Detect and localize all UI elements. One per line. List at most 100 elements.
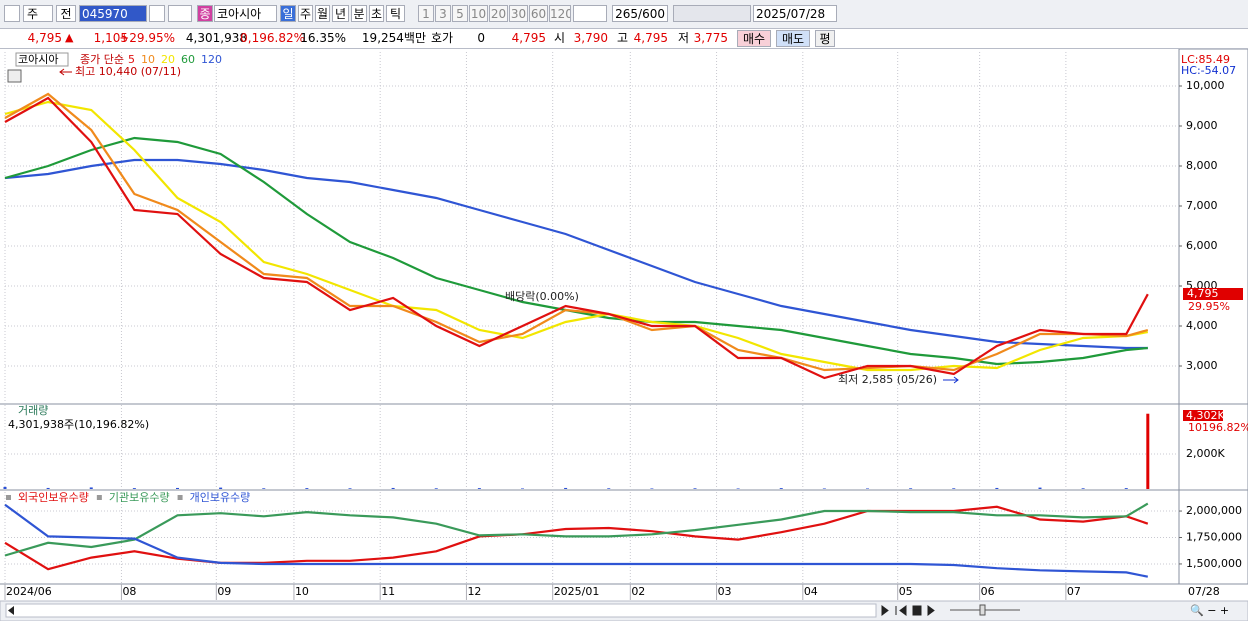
x-tick-label: 2025/01: [554, 585, 600, 598]
volume-bar: [779, 488, 783, 489]
order-button[interactable]: 매도: [776, 30, 810, 47]
y-tick-label: 2,000,000: [1186, 504, 1242, 517]
toolbar-icon[interactable]: [4, 5, 20, 22]
quote-low-label: 저: [678, 31, 690, 45]
zoom-handle[interactable]: [979, 604, 986, 616]
interval-button[interactable]: 60: [529, 5, 548, 22]
tool-icons[interactable]: [673, 5, 751, 22]
legend-item: 20: [161, 53, 175, 66]
volume-bar: [46, 487, 50, 489]
volume-bar: [909, 488, 913, 489]
interval-button[interactable]: 10: [469, 5, 488, 22]
interval-button[interactable]: 3: [435, 5, 451, 22]
legend-item: 개인보유수량: [190, 491, 251, 504]
volume-bar: [1146, 413, 1150, 489]
x-tick-label: 02: [631, 585, 645, 598]
x-tick-label: 04: [804, 585, 818, 598]
hc-label: HC:-54.07: [1181, 64, 1236, 77]
chart-title: 코아시아: [18, 53, 58, 66]
volume-bar: [477, 488, 481, 489]
volume-bar: [564, 487, 568, 489]
interval-button[interactable]: 1: [418, 5, 434, 22]
interval-select[interactable]: [573, 5, 607, 22]
annotation: 최저 2,585 (05/26): [838, 373, 937, 386]
volume-bar: [89, 487, 93, 489]
settings-icon: [7, 69, 22, 83]
y-tick-label: 1,500,000: [1186, 557, 1242, 570]
period-button[interactable]: 초: [369, 5, 384, 22]
volume-bar: [1124, 488, 1128, 489]
up-arrow: ▲: [65, 31, 74, 44]
chart-type[interactable]: 주: [23, 5, 53, 22]
scroll-track[interactable]: [5, 603, 877, 618]
volume-bar: [822, 488, 826, 489]
order-button[interactable]: 매수: [737, 30, 771, 47]
period-button[interactable]: 일: [280, 5, 296, 22]
y-tick-label: 3,000: [1186, 359, 1218, 372]
panel-title: 거래량: [18, 404, 48, 417]
volume-bar: [305, 488, 309, 489]
quote-volume-ratio: 0,196.82%: [240, 31, 305, 45]
series-line: [4, 158, 1148, 350]
scroll-left[interactable]: [8, 606, 14, 615]
last-volume: 4,302K: [1186, 409, 1225, 422]
x-tick-label: 08: [122, 585, 136, 598]
interval-button[interactable]: 30: [509, 5, 528, 22]
series-line: [4, 92, 1149, 372]
y-tick-label: 10,000: [1186, 79, 1225, 92]
legend-item: 120: [201, 53, 222, 66]
volume-bar: [736, 488, 740, 489]
volume-bar: [952, 488, 956, 489]
volume-bar: [866, 488, 869, 489]
order-button[interactable]: 평: [815, 30, 835, 47]
period-button[interactable]: 년: [332, 5, 349, 22]
volume-bar: [434, 488, 438, 489]
legend-item: 외국인보유수량: [18, 491, 89, 504]
y-tick-label: 4,000: [1186, 319, 1218, 332]
volume-bar: [521, 488, 524, 489]
sound-button[interactable]: [168, 5, 192, 22]
interval-button[interactable]: 5: [452, 5, 468, 22]
search-button[interactable]: [149, 5, 165, 22]
last-date: 07/28: [1188, 585, 1220, 598]
legend-item: 5: [128, 53, 135, 66]
quote-high: 4,795: [633, 31, 668, 45]
x-tick-label: 11: [381, 585, 395, 598]
annotation: 최고 10,440 (07/11): [75, 65, 181, 78]
x-tick-label: 09: [217, 585, 231, 598]
interval-button[interactable]: 120: [549, 5, 571, 22]
interval-button[interactable]: 20: [489, 5, 508, 22]
toolbar: 주 전 045970 종 코아시아 일 주 월 년 분 초 틱 1 3 5 10 20 30 60 120 265/60…: [0, 0, 1248, 29]
last-price-box: [1183, 288, 1243, 300]
volume-bar: [262, 488, 266, 489]
quote-hoga-price: 4,795: [511, 31, 546, 45]
period-button[interactable]: 틱: [386, 5, 405, 22]
volume-bar: [348, 488, 352, 489]
legend-box: [15, 52, 69, 67]
count[interactable]: 265/600: [612, 5, 668, 22]
quote-amount: 19,254백만: [361, 31, 426, 45]
zoom-icons[interactable]: 🔍 − +: [1190, 603, 1229, 617]
series-line: [4, 502, 1149, 557]
quote-bar: 4,795 1,105 +29.95% 4,301,938 0,196.82% 16.35…: [0, 29, 1248, 49]
volume-bar: [995, 487, 999, 489]
legend-item: 10: [141, 53, 155, 66]
period-button[interactable]: 월: [315, 5, 330, 22]
last-change: 29.95%: [1188, 300, 1230, 313]
x-tick-label: 10: [295, 585, 309, 598]
mode[interactable]: 전: [56, 5, 76, 22]
quote-change: 1,105: [93, 31, 128, 45]
volume-bar: [219, 487, 223, 489]
quote-hoga: 0: [477, 31, 485, 45]
period-button[interactable]: 분: [351, 5, 367, 22]
legend-icon: [177, 495, 183, 500]
code-input[interactable]: 045970: [79, 5, 147, 22]
period-button[interactable]: 주: [298, 5, 313, 22]
volume-bar: [132, 488, 136, 489]
x-tick-label: 12: [467, 585, 481, 598]
date-input[interactable]: 2025/07/28: [753, 5, 837, 22]
panel-subtitle: 4,301,938주(10,196.82%): [8, 418, 149, 431]
x-tick-label: 07: [1067, 585, 1081, 598]
scroll-buttons[interactable]: [881, 605, 935, 616]
